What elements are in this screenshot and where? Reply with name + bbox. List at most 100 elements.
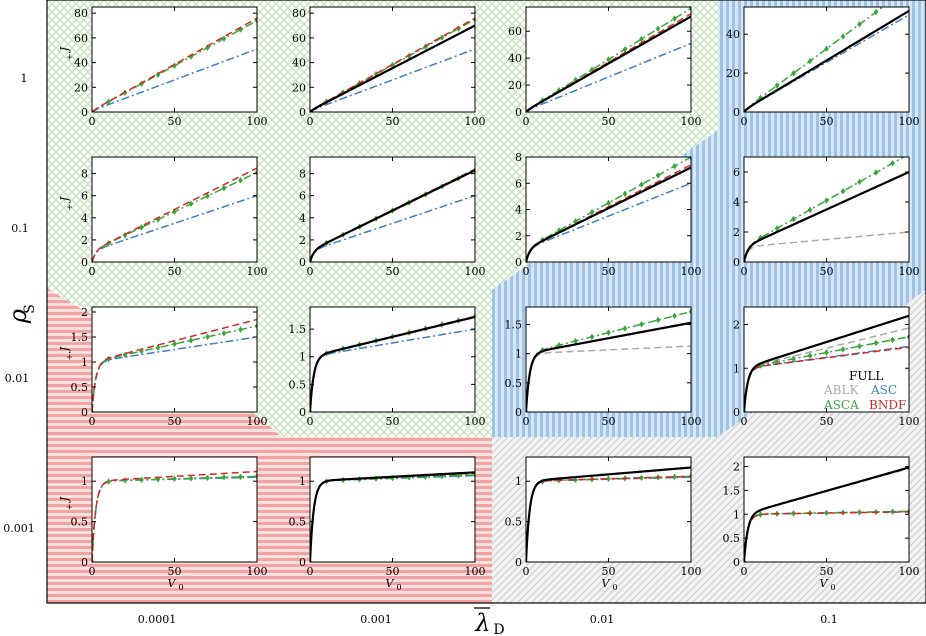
y-tick-label: 8 [299,168,306,181]
x-tick-label: 50 [602,265,616,278]
y-tick-label: 0 [515,256,522,269]
marker-asca [188,337,194,344]
marker-asca [556,342,562,349]
plot-area [92,7,257,112]
series-group [526,308,691,412]
col-label-1: 0.0001 [138,613,177,626]
panel-r1-c3: 0 50 100 0 2 4 6 [733,156,920,278]
x-tick-label: 0 [523,565,530,578]
marker-asca [172,475,177,483]
row-label-4: 0.001 [3,522,35,535]
panel-x-label: V [820,577,829,590]
panel-r2-c1: 0 50 100 0 0.5 1 1.5 [289,306,486,428]
x-tick-label: 50 [602,415,616,428]
y-tick-label: 6 [299,190,306,203]
legend-full: FULL [849,369,883,383]
marker-asca [573,337,578,345]
y-tick-label: 6 [81,190,88,203]
marker-asca [606,475,611,483]
y-tick-label: 1 [299,475,306,488]
figure-frame [46,0,926,604]
x-tick-label: 50 [168,115,182,128]
marker-asca [774,225,780,232]
y-tick-label: 1 [515,348,522,361]
marker-asca [840,346,846,353]
x-tick-label: 50 [386,115,400,128]
marker-asca [606,329,611,336]
series-bndf [92,470,257,562]
y-tick-label: 0.5 [505,516,523,529]
marker-asca [758,94,763,102]
y-tick-label: 0 [81,106,88,119]
x-tick-label: 0 [307,415,314,428]
x-tick-label: 50 [820,415,834,428]
marker-asca [172,340,177,348]
series-full [744,314,909,412]
series-group [92,17,257,112]
row-label-2: 0.1 [11,222,29,235]
y-tick-label: 2 [81,306,88,319]
panel-y-label: J [58,196,71,203]
y-tick-label: 1.5 [289,323,307,336]
plot-area [526,307,691,412]
marker-asca [890,336,895,344]
y-tick-label: 0 [515,406,522,419]
marker-asca [556,86,562,94]
row-label-1: 1 [21,72,28,85]
marker-asca [456,25,461,32]
marker-asca [639,181,644,188]
y-tick-label: 2 [515,230,522,243]
marker-asca [622,325,628,332]
series-full [526,15,691,112]
marker-asca [172,62,177,69]
series-asc [92,48,257,112]
legend-ablk: ABLK [823,383,859,397]
marker-asca [873,8,879,16]
series-group [526,466,691,562]
series-full [310,169,475,262]
panel-r2-c2: 0 50 100 0 0.5 1 1.5 [505,306,702,428]
y-tick-label: 1 [81,475,88,488]
x-tick-label: 0 [89,115,96,128]
x-tick-label: 50 [820,265,834,278]
panel-r0-c3: 0 50 100 0 20 40 [726,6,920,128]
marker-asca [639,35,644,43]
x-tick-label: 0 [89,565,96,578]
panel-y-label-sub: + [65,354,74,361]
y-tick-label: 0.5 [289,378,307,391]
y-tick-label: 2 [81,234,88,247]
series-bndf [92,17,257,112]
series-bndf [744,511,909,562]
panel-r0-c1: 0 50 100 0 20 40 60 80 [292,6,486,128]
x-tick-label: 100 [899,265,920,278]
y-tick-label: 40 [726,28,740,41]
series-asc [92,194,257,262]
series-full [526,166,691,262]
x-tick-label: 0 [89,265,96,278]
y-tick-label: 4 [733,196,740,209]
y-tick-label: 0 [299,406,306,419]
y-tick-label: 60 [74,32,88,45]
marker-asca [238,326,243,333]
series-group [526,157,691,262]
series-group [92,318,257,412]
marker-asca [774,82,780,89]
y-tick-label: 80 [74,7,88,20]
marker-asca [639,474,644,482]
x-tick-label: 0 [307,265,314,278]
y-tick-label: 20 [292,81,306,94]
legend: FULL ABLK ASC ASCA BNDF [823,369,906,412]
marker-asca [254,473,257,480]
y-tick-label: 1 [733,362,740,375]
panel-r2-c3: 0 50 100 0 1 2 [733,306,920,428]
marker-asca [873,339,879,347]
series-full [744,9,909,112]
col-labels: 0.0001 0.001 0.01 0.1 [138,613,838,626]
series-group [526,7,691,112]
series-asca [744,7,885,112]
x-tick-label: 50 [168,565,182,578]
marker-asca [807,352,813,359]
